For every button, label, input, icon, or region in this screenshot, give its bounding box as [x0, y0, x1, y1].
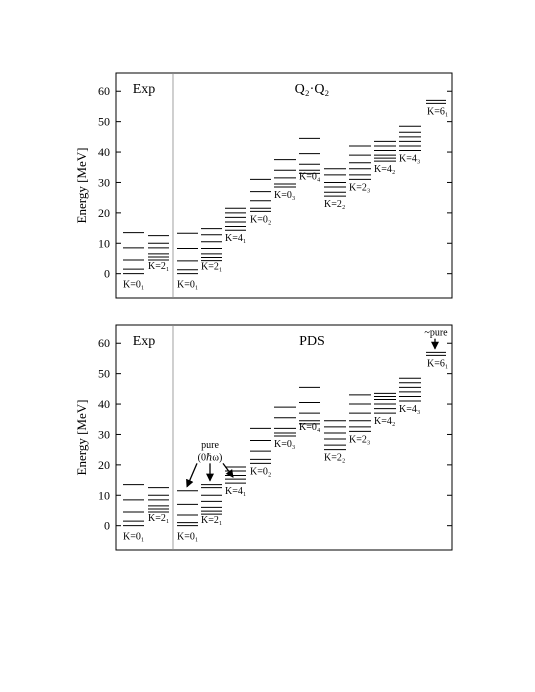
- band-label: K=0₁: [177, 532, 198, 543]
- band-label: K=4₂: [374, 416, 395, 427]
- y-tick-label: 20: [98, 458, 110, 472]
- right-panel-title: Q₂·Q₂: [295, 82, 330, 97]
- band-label: K=2₂: [324, 199, 345, 210]
- annotation-approx-pure: ~pure: [424, 328, 448, 339]
- band-label: K=2₃: [349, 182, 370, 193]
- band-label: K=6₁: [427, 358, 448, 369]
- band-label: K=2₁: [148, 261, 169, 272]
- band-label: K=4₃: [399, 404, 420, 415]
- plot-frame: [115, 72, 453, 299]
- band-label: K=4₃: [399, 154, 420, 165]
- band-label: K=2₁: [201, 515, 222, 526]
- y-axis-label: Energy [MeV]: [74, 148, 89, 224]
- band-label: K=2₁: [148, 513, 169, 524]
- band-label: K=0₂: [250, 466, 271, 477]
- band-label: K=0₁: [177, 280, 198, 291]
- y-tick-label: 0: [104, 519, 110, 533]
- y-tick-label: 10: [98, 488, 110, 502]
- y-axis-label: Energy [MeV]: [74, 400, 89, 476]
- band-label: K=4₁: [225, 486, 246, 497]
- plot-frame: [115, 324, 453, 551]
- band-label: K=0₄: [299, 171, 321, 182]
- band-label: K=0₃: [274, 190, 295, 201]
- y-tick-label: 30: [98, 175, 110, 189]
- right-panel-title: PDS: [299, 334, 325, 349]
- band-label: K=2₁: [201, 262, 222, 273]
- band-label: K=0₃: [274, 439, 295, 450]
- y-tick-label: 50: [98, 367, 110, 381]
- band-label: K=0₂: [250, 214, 271, 225]
- y-tick-label: 10: [98, 236, 110, 250]
- annotation-pure: pure: [201, 440, 219, 451]
- left-panel-title: Exp: [133, 82, 156, 97]
- band-label: K=2₂: [324, 453, 345, 464]
- y-tick-label: 40: [98, 397, 110, 411]
- y-tick-label: 0: [104, 267, 110, 281]
- band-label: K=0₁: [123, 280, 144, 291]
- left-panel-title: Exp: [133, 334, 156, 349]
- y-tick-label: 60: [98, 84, 110, 98]
- band-label: K=4₂: [374, 164, 395, 175]
- y-tick-label: 50: [98, 115, 110, 129]
- band-label: K=2₃: [349, 434, 370, 445]
- band-label: K=6₁: [427, 106, 448, 117]
- y-tick-label: 60: [98, 336, 110, 350]
- y-tick-label: 30: [98, 427, 110, 441]
- annotation-0hw: (0ℏω): [198, 452, 223, 463]
- y-tick-label: 20: [98, 206, 110, 220]
- band-label: K=0₄: [299, 422, 321, 433]
- band-label: K=0₁: [123, 532, 144, 543]
- annotation-arrow: [186, 463, 198, 488]
- annotation-arrow: [222, 462, 234, 478]
- y-tick-label: 40: [98, 145, 110, 159]
- band-label: K=4₁: [225, 233, 246, 244]
